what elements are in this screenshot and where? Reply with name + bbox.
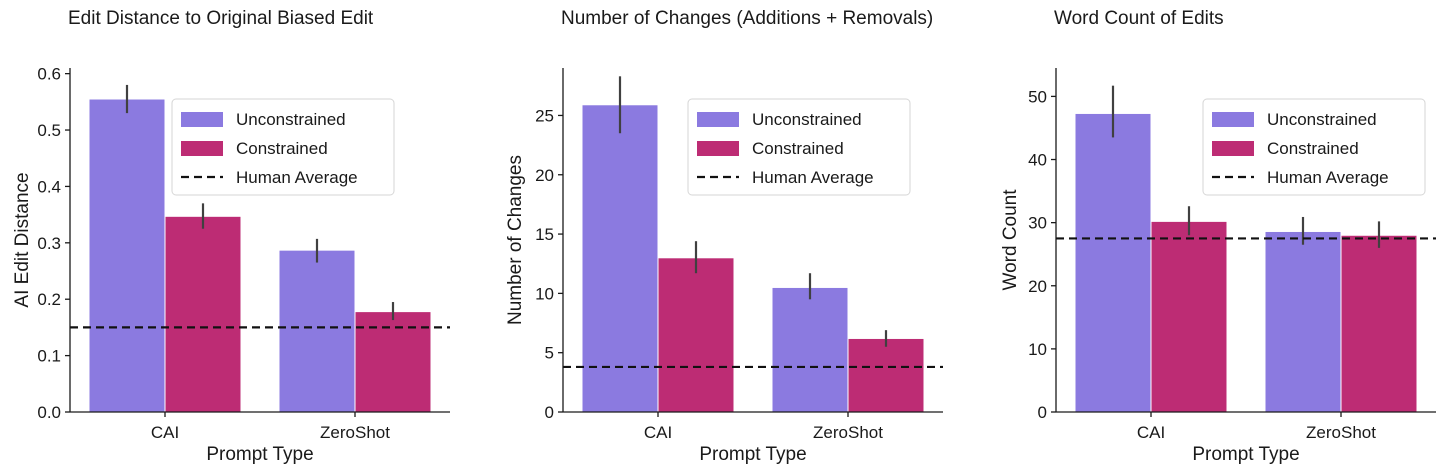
- legend-label-unconstrained: Unconstrained: [752, 110, 862, 129]
- chart-title: Number of Changes (Additions + Removals): [561, 8, 933, 29]
- bar-unconstrained-zeroshot: [771, 286, 849, 413]
- y-tick-label: 0.2: [37, 290, 61, 309]
- y-tick-label: 0: [1038, 403, 1047, 422]
- legend-frame: [171, 98, 395, 196]
- bar-unconstrained-zeroshot: [1264, 230, 1342, 413]
- y-tick-label: 0.0: [37, 403, 61, 422]
- y-tick-label: 40: [1028, 151, 1047, 170]
- y-tick-label: 10: [535, 284, 554, 303]
- bar-constrained-zeroshot: [847, 337, 925, 413]
- legend-swatch-constrained: [697, 141, 739, 156]
- legend: Unconstrained Constrained Human Average: [1202, 98, 1426, 196]
- y-tick-label: 0.1: [37, 347, 61, 366]
- bar-constrained-zeroshot: [1340, 234, 1418, 413]
- x-tick-label: ZeroShot: [1306, 423, 1376, 442]
- y-axis-label: Number of Changes: [505, 155, 526, 325]
- bar-unconstrained-cai: [88, 98, 166, 413]
- y-tick-label: 0.6: [37, 65, 61, 84]
- y-tick-label: 20: [1028, 277, 1047, 296]
- y-tick-label: 5: [545, 344, 554, 363]
- bar-unconstrained-zeroshot: [278, 249, 356, 413]
- y-tick-label: 0: [545, 403, 554, 422]
- legend-label-human-average: Human Average: [752, 168, 874, 187]
- legend-frame: [1202, 98, 1426, 196]
- y-tick-label: 0.5: [37, 121, 61, 140]
- bar-constrained-cai: [164, 215, 242, 413]
- legend-label-human-average: Human Average: [1267, 168, 1389, 187]
- chart-panel-3: Word Count of Edits 0 10 20 30 40 50 CAI ZeroSho…: [1000, 8, 1436, 465]
- legend-label-constrained: Constrained: [236, 139, 328, 158]
- legend: Unconstrained Constrained Human Average: [687, 98, 911, 196]
- legend-label-unconstrained: Unconstrained: [1267, 110, 1377, 129]
- bar-constrained-cai: [657, 257, 735, 413]
- x-tick-label: ZeroShot: [813, 423, 883, 442]
- legend-frame: [687, 98, 911, 196]
- y-axis-label: Word Count: [1000, 189, 1021, 291]
- y-tick-label: 15: [535, 225, 554, 244]
- chart-title: Edit Distance to Original Biased Edit: [68, 8, 374, 29]
- legend-swatch-constrained: [1212, 141, 1254, 156]
- chart-title: Word Count of Edits: [1054, 8, 1224, 29]
- legend-swatch-unconstrained: [181, 112, 223, 127]
- y-tick-label: 25: [535, 106, 554, 125]
- legend-label-unconstrained: Unconstrained: [236, 110, 346, 129]
- chart-panel-2: Number of Changes (Additions + Removals)…: [505, 8, 943, 465]
- x-tick-label: CAI: [151, 423, 179, 442]
- x-axis-label: Prompt Type: [699, 444, 806, 465]
- legend-swatch-unconstrained: [697, 112, 739, 127]
- legend-swatch-unconstrained: [1212, 112, 1254, 127]
- y-tick-label: 0.4: [37, 177, 61, 196]
- chart-panel-1: Edit Distance to Original Biased Edit 0.0…: [12, 8, 450, 465]
- y-tick-label: 0.3: [37, 234, 61, 253]
- x-tick-label: ZeroShot: [320, 423, 390, 442]
- y-tick-label: 20: [535, 166, 554, 185]
- x-tick-label: CAI: [1137, 423, 1165, 442]
- bar-unconstrained-cai: [1074, 112, 1152, 413]
- y-tick-label: 10: [1028, 340, 1047, 359]
- legend-label-human-average: Human Average: [236, 168, 358, 187]
- legend-label-constrained: Constrained: [1267, 139, 1359, 158]
- x-axis-label: Prompt Type: [206, 444, 313, 465]
- y-tick-label: 50: [1028, 87, 1047, 106]
- bar-constrained-zeroshot: [354, 311, 432, 413]
- legend: Unconstrained Constrained Human Average: [171, 98, 395, 196]
- y-tick-label: 30: [1028, 214, 1047, 233]
- x-axis-label: Prompt Type: [1192, 444, 1299, 465]
- bar-constrained-cai: [1150, 220, 1228, 413]
- y-axis-label: AI Edit Distance: [12, 172, 33, 307]
- legend-swatch-constrained: [181, 141, 223, 156]
- legend-label-constrained: Constrained: [752, 139, 844, 158]
- x-tick-label: CAI: [644, 423, 672, 442]
